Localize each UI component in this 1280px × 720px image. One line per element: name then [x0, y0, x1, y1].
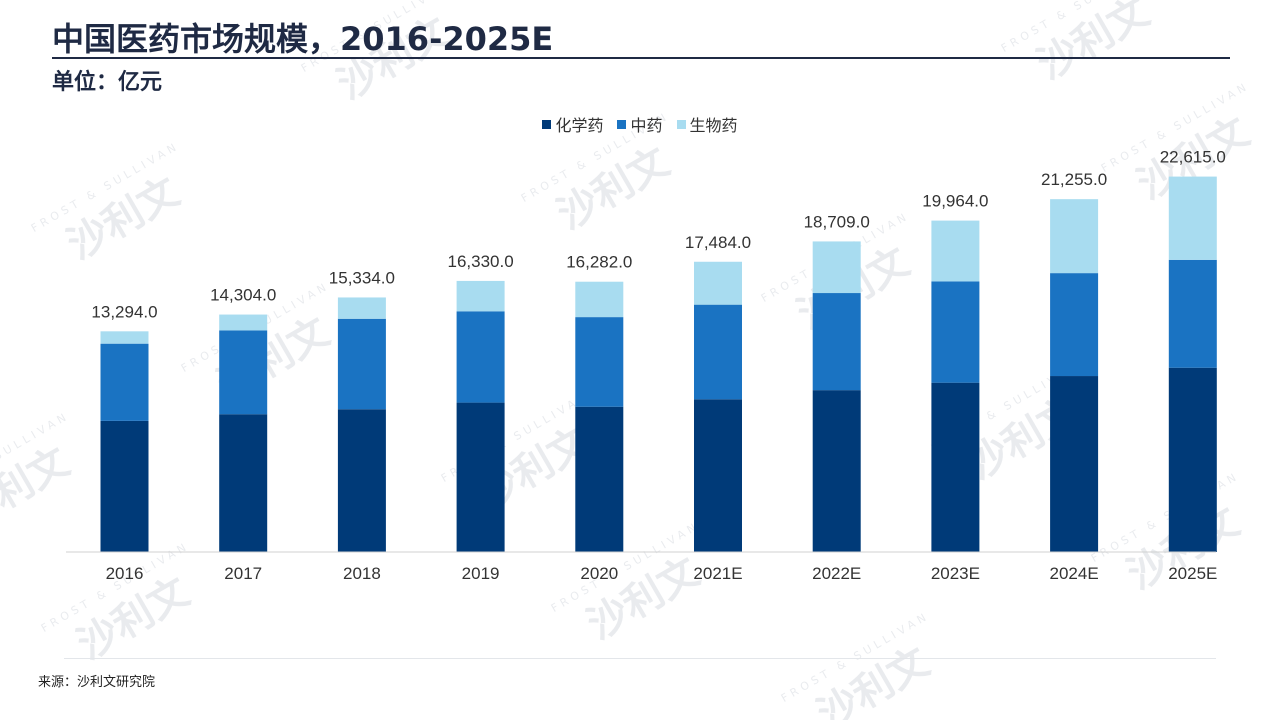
total-label: 19,964.0 [922, 192, 988, 211]
x-tick-label: 2018 [343, 564, 381, 583]
bar-1-9 [1168, 259, 1217, 368]
total-label: 15,334.0 [329, 268, 395, 287]
watermark-text: 沙利文 [1030, 0, 1157, 89]
bar-2-6 [812, 241, 861, 294]
x-tick-label: 2021E [693, 564, 742, 583]
total-label: 18,709.0 [804, 212, 870, 231]
bar-0-5 [694, 399, 742, 552]
bar-2-9 [1168, 176, 1217, 260]
bar-2-5 [694, 261, 742, 305]
bar-2-7 [931, 220, 980, 282]
bar-1-5 [694, 304, 742, 400]
x-tick-label: 2025E [1168, 564, 1217, 583]
bar-2-0 [100, 331, 149, 344]
legend-item-biologic: 生物药 [676, 112, 738, 136]
total-label: 22,615.0 [1160, 148, 1226, 167]
bar-2-1 [219, 314, 268, 331]
bar-1-7 [931, 281, 980, 383]
bar-1-2 [337, 318, 386, 410]
x-tick-label: 2016 [106, 564, 144, 583]
bar-1-4 [575, 317, 624, 407]
total-label: 16,330.0 [448, 252, 514, 271]
page-title: 中国医药市场规模，2016-2025E [52, 20, 554, 58]
bar-0-6 [812, 390, 861, 552]
legend-swatch-biologic [676, 119, 686, 129]
bar-0-2 [337, 409, 386, 552]
x-tick-label: 2020 [580, 564, 618, 583]
bar-0-0 [100, 420, 149, 552]
unit-label: 单位：亿元 [52, 70, 163, 95]
bar-2-4 [575, 281, 624, 318]
legend-label-tcm: 中药 [630, 116, 663, 135]
bar-0-8 [1050, 376, 1099, 552]
bars [100, 176, 1217, 552]
bar-2-2 [337, 297, 386, 319]
total-label: 21,255.0 [1041, 170, 1107, 189]
legend-label-biologic: 生物药 [689, 116, 738, 135]
bar-1-0 [100, 343, 149, 421]
x-tick-label: 2022E [812, 564, 861, 583]
bar-0-3 [456, 402, 505, 552]
bar-0-4 [575, 406, 624, 552]
bar-1-3 [456, 311, 505, 403]
legend-item-chemical: 化学药 [542, 112, 603, 136]
labels: 13,294.0 2016 14,304.0 2017 15,334.0 2018 16,3… [91, 148, 1225, 583]
bar-0-1 [219, 414, 268, 552]
x-tick-label: 2019 [462, 564, 500, 583]
x-tick-label: 2023E [931, 564, 980, 583]
x-tick-label: 2017 [224, 564, 262, 583]
legend: 化学药 中药 生物药 [0, 112, 1280, 136]
bar-0-9 [1168, 367, 1217, 552]
bar-1-8 [1050, 273, 1099, 377]
bar-2-8 [1050, 199, 1099, 274]
total-label: 13,294.0 [91, 302, 157, 321]
legend-item-tcm: 中药 [617, 112, 663, 136]
total-label: 17,484.0 [685, 233, 751, 252]
source-note: 来源：沙利文研究院 [38, 675, 156, 690]
legend-swatch-chemical [542, 119, 552, 129]
total-label: 14,304.0 [210, 286, 276, 305]
bar-1-1 [219, 330, 268, 415]
title-divider [52, 57, 1230, 59]
footer-divider [64, 658, 1216, 659]
bar-0-7 [931, 382, 980, 552]
legend-swatch-tcm [617, 119, 627, 129]
bar-2-3 [456, 280, 505, 312]
x-tick-label: 2024E [1050, 564, 1099, 583]
legend-label-chemical: 化学药 [555, 116, 604, 135]
bar-1-6 [812, 293, 861, 391]
total-label: 16,282.0 [566, 253, 632, 272]
